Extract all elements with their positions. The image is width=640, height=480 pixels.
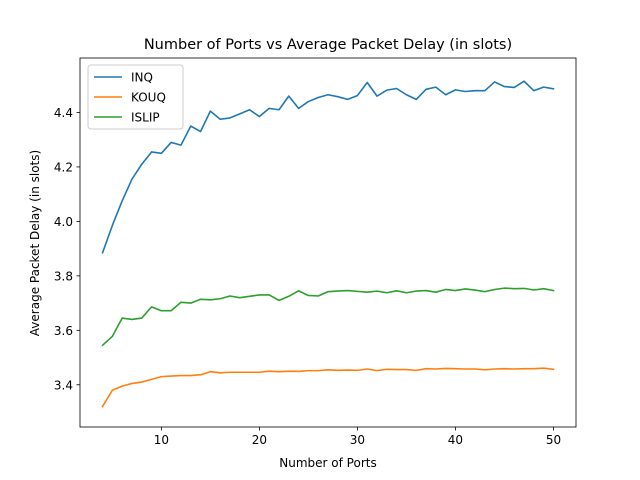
- plot-frame: [79, 57, 577, 428]
- y-tick-label: 3.6: [54, 324, 73, 338]
- x-tick-label: 50: [546, 433, 561, 447]
- legend: INQ KOUQ ISLIP: [87, 64, 184, 130]
- legend-label-inq: INQ: [131, 71, 153, 85]
- x-axis-label: Number of Ports: [279, 456, 376, 470]
- y-axis: 3.4 3.6 3.8 4.0 4.2 4.4: [54, 106, 80, 392]
- y-tick-label: 3.8: [54, 269, 73, 283]
- x-axis: 10 20 30 40 50: [154, 427, 561, 447]
- legend-label-kouq: KOUQ: [131, 91, 166, 105]
- series-layer: [101, 80, 555, 408]
- x-tick-label: 20: [252, 433, 267, 447]
- x-tick-label: 40: [448, 433, 463, 447]
- x-tick-label: 30: [350, 433, 365, 447]
- y-tick-label: 4.0: [54, 215, 73, 229]
- x-tick-label: 10: [154, 433, 169, 447]
- legend-label-islip: ISLIP: [131, 111, 160, 125]
- series-line-kouq: [101, 367, 555, 408]
- y-tick-label: 4.4: [54, 106, 73, 120]
- y-axis-label: Average Packet Delay (in slots): [28, 150, 42, 336]
- y-tick-label: 3.4: [54, 378, 73, 392]
- y-tick-label: 4.2: [54, 160, 73, 174]
- chart-title: Number of Ports vs Average Packet Delay …: [144, 37, 512, 53]
- series-line-islip: [101, 287, 555, 347]
- legend-box: [87, 64, 184, 130]
- series-line-inq: [101, 80, 555, 254]
